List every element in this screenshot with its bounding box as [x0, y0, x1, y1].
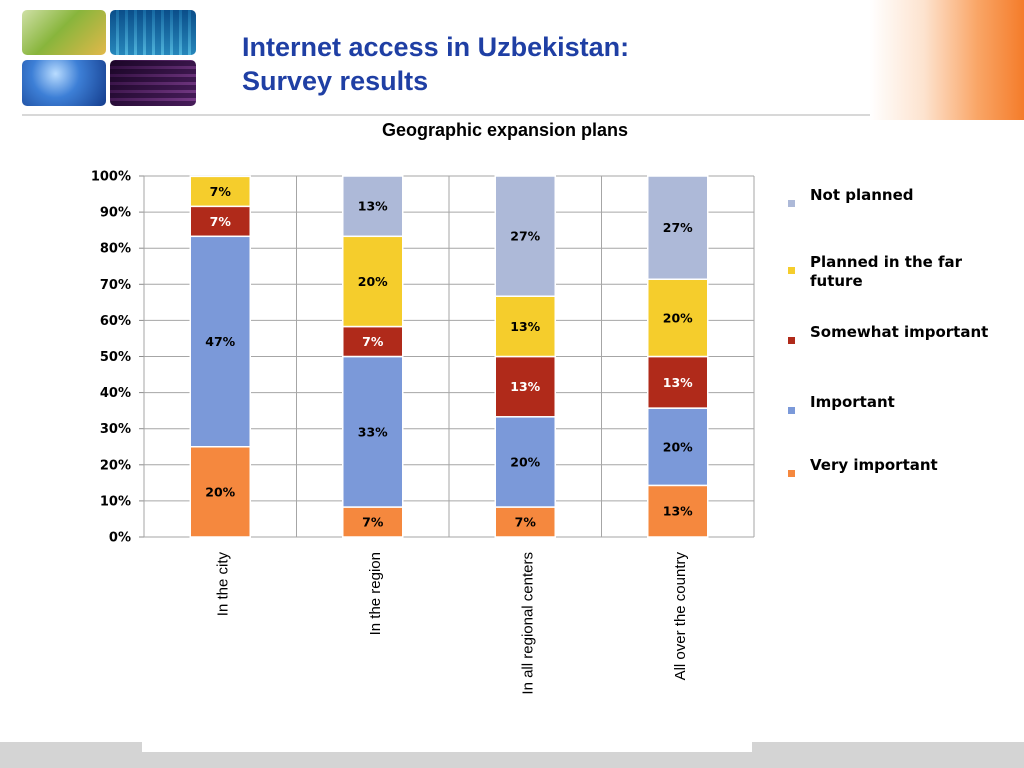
y-tick-label: 10%	[100, 494, 131, 509]
data-label: 7%	[210, 214, 232, 229]
data-label: 20%	[510, 454, 540, 469]
data-label: 13%	[663, 504, 693, 519]
x-category-label: In the region	[367, 552, 384, 635]
bar-segment	[494, 175, 556, 297]
bar-segment	[189, 446, 251, 538]
legend-swatch	[788, 337, 795, 344]
chart-title: Geographic expansion plans	[381, 120, 629, 140]
bar-segment	[342, 355, 404, 508]
data-label: 7%	[362, 334, 384, 349]
y-tick-label: 60%	[100, 314, 131, 329]
page-title-line2: Survey results	[242, 66, 429, 96]
data-label: 7%	[515, 515, 537, 530]
y-tick-label: 70%	[100, 278, 131, 293]
bar-segment	[189, 205, 251, 238]
data-label: 20%	[205, 484, 235, 499]
y-tick-label: 0%	[109, 531, 131, 546]
x-category-label: In all regional centers	[519, 552, 536, 695]
data-label: 13%	[510, 319, 540, 334]
bar-segment	[647, 407, 709, 487]
legend-label: Somewhat important	[810, 323, 989, 341]
page-title: Internet access in Uzbekistan: Survey re…	[242, 30, 629, 98]
logo-tile-people	[110, 60, 196, 106]
bar-segment	[342, 175, 404, 238]
y-tick-label: 90%	[100, 206, 131, 221]
logo-tile-keyboard	[110, 10, 196, 55]
data-label: 13%	[663, 375, 693, 390]
bar-segment	[647, 175, 709, 280]
y-tick-label: 50%	[100, 350, 131, 365]
legend-label: Planned in the far future	[810, 253, 963, 290]
data-label: 20%	[358, 274, 388, 289]
y-tick-label: 80%	[100, 242, 131, 257]
data-label: 7%	[210, 184, 232, 199]
legend-swatch	[788, 200, 795, 207]
y-tick-label: 100%	[91, 170, 131, 185]
y-tick-label: 30%	[100, 422, 131, 437]
bar-segment	[494, 355, 556, 418]
bar-segment	[189, 175, 251, 208]
bar-segment	[342, 325, 404, 358]
y-tick-label: 20%	[100, 458, 131, 473]
data-label: 20%	[663, 310, 693, 325]
logo-image-collage	[22, 10, 196, 106]
legend-label: Important	[810, 393, 895, 411]
bar-segment	[647, 484, 709, 538]
logo-tile-circuit	[22, 10, 106, 55]
legend-label: Very important	[810, 456, 938, 474]
data-label: 27%	[510, 229, 540, 244]
header-divider	[22, 114, 870, 116]
chart-panel-background	[142, 540, 752, 752]
data-label: 33%	[358, 424, 388, 439]
data-label: 20%	[663, 439, 693, 454]
data-label: 7%	[362, 515, 384, 530]
page-title-line1: Internet access in Uzbekistan:	[242, 32, 630, 62]
data-label: 47%	[205, 334, 235, 349]
data-label: 13%	[358, 199, 388, 214]
corner-accent-gradient	[870, 0, 1024, 120]
data-label: 13%	[510, 379, 540, 394]
legend-swatch	[788, 470, 795, 477]
bar-segment	[342, 235, 404, 328]
x-category-label: All over the country	[672, 552, 689, 681]
bar-segment	[494, 506, 556, 538]
bar-segment	[647, 278, 709, 358]
legend-swatch	[788, 407, 795, 414]
x-category-label: In the city	[214, 552, 231, 617]
legend-swatch	[788, 267, 795, 274]
data-label: 27%	[663, 220, 693, 235]
legend-label: Not planned	[810, 186, 914, 204]
logo-tile-fiber	[22, 60, 106, 106]
y-tick-label: 40%	[100, 386, 131, 401]
